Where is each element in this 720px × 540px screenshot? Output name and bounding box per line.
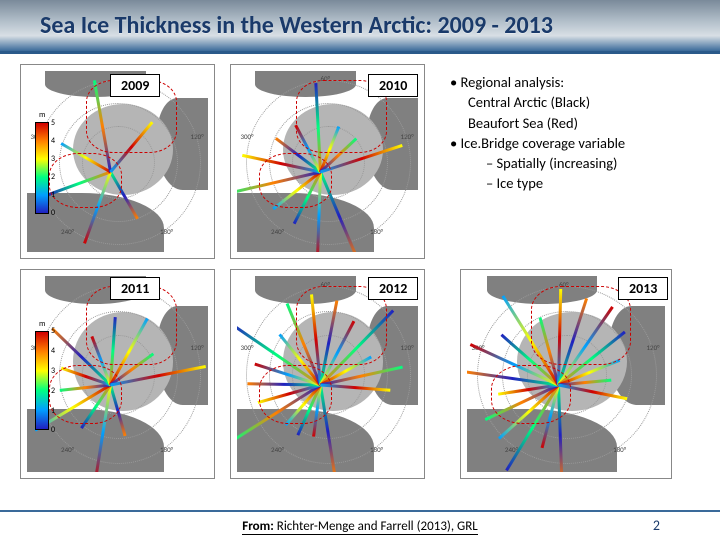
- page-number: 2: [653, 517, 660, 534]
- map-inner: 012345m60°120°180°240°300°: [27, 71, 208, 252]
- footer-divider: [0, 510, 720, 512]
- year-label-2011: 2011: [110, 277, 160, 300]
- map-panel-2012: 60°120°180°240°300°: [230, 269, 425, 479]
- year-label-2009: 2009: [110, 74, 160, 97]
- content-area: 012345m60°120°180°240°300°200960°120°180…: [0, 54, 720, 540]
- map-panel-2011: 012345m60°120°180°240°300°: [20, 269, 215, 479]
- year-label-2012: 2012: [368, 277, 418, 300]
- citation: From: Richter-Menge and Farrell (2013), …: [0, 519, 720, 534]
- bullet-item: Ice type: [450, 173, 625, 193]
- year-label-2010: 2010: [368, 74, 418, 97]
- bullet-list: Regional analysis:Central Arctic (Black)…: [450, 72, 625, 194]
- header-banner: Sea Ice Thickness in the Western Arctic:…: [0, 0, 720, 54]
- year-label-2013: 2013: [618, 277, 668, 300]
- bullet-item: Central Arctic (Black): [450, 92, 625, 112]
- map-inner: 60°120°180°240°300°: [237, 71, 418, 252]
- page-title: Sea Ice Thickness in the Western Arctic:…: [40, 11, 553, 40]
- map-inner: 60°120°180°240°300°: [467, 276, 665, 472]
- citation-rest: Richter-Menge and Farrell (2013), GRL: [274, 519, 478, 535]
- bullet-item: Ice.Bridge coverage variable: [450, 133, 625, 153]
- bullet-item: Spatially (increasing): [450, 153, 625, 173]
- bullet-item: Beaufort Sea (Red): [450, 113, 625, 133]
- bullet-item: Regional analysis:: [450, 72, 625, 92]
- map-panel-2013: 60°120°180°240°300°: [460, 269, 672, 479]
- map-inner: 012345m60°120°180°240°300°: [27, 276, 208, 472]
- colorbar: [35, 331, 49, 430]
- map-inner: 60°120°180°240°300°: [237, 276, 418, 472]
- colorbar: [35, 122, 49, 214]
- citation-lead: From:: [242, 519, 274, 535]
